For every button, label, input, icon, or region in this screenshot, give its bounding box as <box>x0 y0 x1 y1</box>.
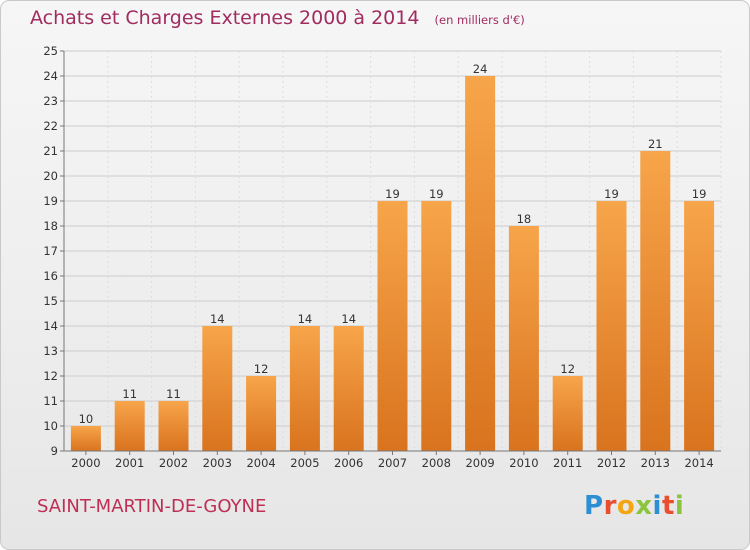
y-tick-label: 15 <box>43 294 58 308</box>
y-tick-label: 11 <box>43 394 58 408</box>
bar <box>70 426 101 451</box>
data-label: 18 <box>517 212 532 226</box>
bar <box>246 376 277 451</box>
bar <box>684 201 715 451</box>
y-tick-label: 19 <box>43 194 58 208</box>
bar <box>552 376 583 451</box>
y-tick-label: 20 <box>43 169 58 183</box>
data-label: 19 <box>429 187 444 201</box>
x-tick-label: 2014 <box>684 456 713 470</box>
y-tick-label: 12 <box>43 369 58 383</box>
x-tick-label: 2008 <box>422 456 451 470</box>
bar <box>421 201 452 451</box>
logo-letter: r <box>603 491 617 521</box>
x-axis: 2000 2001 2002 2003 2004 2005 2006 2007 2008 2009… <box>64 450 721 470</box>
logo-letter: x <box>635 491 653 521</box>
data-label: 11 <box>166 387 181 401</box>
x-tick-label: 2005 <box>290 456 319 470</box>
logo-letter: o <box>616 491 636 521</box>
y-tick-label: 14 <box>43 319 58 333</box>
data-label: 14 <box>210 312 225 326</box>
bars: 10 11 11 14 12 14 14 19 19 24 18 12 19 21 19 <box>70 62 715 451</box>
bar <box>508 226 539 451</box>
commune-name: SAINT-MARTIN-DE-GOYNE <box>37 496 267 517</box>
data-label: 21 <box>648 137 663 151</box>
y-tick-label: 17 <box>43 244 58 258</box>
y-tick-label: 21 <box>43 144 58 158</box>
bar <box>114 401 145 451</box>
y-tick-label: 13 <box>43 344 58 358</box>
x-tick-label: 2003 <box>203 456 232 470</box>
logo-letter: P <box>584 491 604 521</box>
data-label: 24 <box>473 62 488 76</box>
data-label: 12 <box>254 362 269 376</box>
x-tick-label: 2002 <box>159 456 188 470</box>
data-label: 14 <box>341 312 356 326</box>
x-tick-label: 2012 <box>597 456 626 470</box>
bar <box>158 401 189 451</box>
chart-title-block: Achats et Charges Externes 2000 à 2014 (… <box>30 7 525 29</box>
bar <box>465 76 496 451</box>
chart-title: Achats et Charges Externes 2000 à 2014 <box>30 7 420 29</box>
data-label: 11 <box>122 387 137 401</box>
bar <box>377 201 408 451</box>
bar <box>202 326 233 451</box>
x-tick-label: 2010 <box>509 456 538 470</box>
chart-unit: (en milliers d'€) <box>434 13 525 27</box>
x-tick-label: 2013 <box>641 456 670 470</box>
data-label: 19 <box>692 187 707 201</box>
logo-letter: t <box>661 491 675 521</box>
logo-letter: i <box>652 491 662 521</box>
data-label: 19 <box>385 187 400 201</box>
y-tick-label: 9 <box>51 444 58 458</box>
y-tick-label: 22 <box>43 119 58 133</box>
y-tick-label: 25 <box>43 44 58 58</box>
x-tick-label: 2004 <box>246 456 275 470</box>
bar <box>333 326 364 451</box>
y-axis: 9 10 11 12 13 14 15 16 17 18 19 20 21 22 23 24 25 <box>43 44 65 458</box>
y-tick-label: 10 <box>43 419 58 433</box>
bar <box>596 201 627 451</box>
x-tick-label: 2006 <box>334 456 363 470</box>
x-tick-label: 2009 <box>465 456 494 470</box>
y-tick-label: 16 <box>43 269 58 283</box>
x-tick-label: 2001 <box>115 456 144 470</box>
x-tick-label: 2011 <box>553 456 582 470</box>
data-label: 19 <box>604 187 619 201</box>
bar <box>640 151 671 451</box>
proxiti-logo[interactable]: Proxiti <box>584 491 684 521</box>
data-label: 10 <box>79 412 94 426</box>
bar <box>289 326 320 451</box>
y-tick-label: 23 <box>43 94 58 108</box>
x-tick-label: 2000 <box>71 456 100 470</box>
x-tick-label: 2007 <box>378 456 407 470</box>
logo-letter: i <box>674 491 685 521</box>
data-label: 12 <box>560 362 575 376</box>
data-label: 14 <box>298 312 313 326</box>
y-tick-label: 24 <box>43 69 58 83</box>
y-tick-label: 18 <box>43 219 58 233</box>
